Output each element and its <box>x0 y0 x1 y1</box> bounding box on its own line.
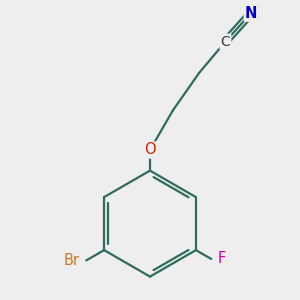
Text: C: C <box>220 34 230 49</box>
Text: O: O <box>144 142 156 158</box>
Text: Br: Br <box>64 253 80 268</box>
Text: N: N <box>245 6 257 21</box>
Text: F: F <box>218 251 226 266</box>
